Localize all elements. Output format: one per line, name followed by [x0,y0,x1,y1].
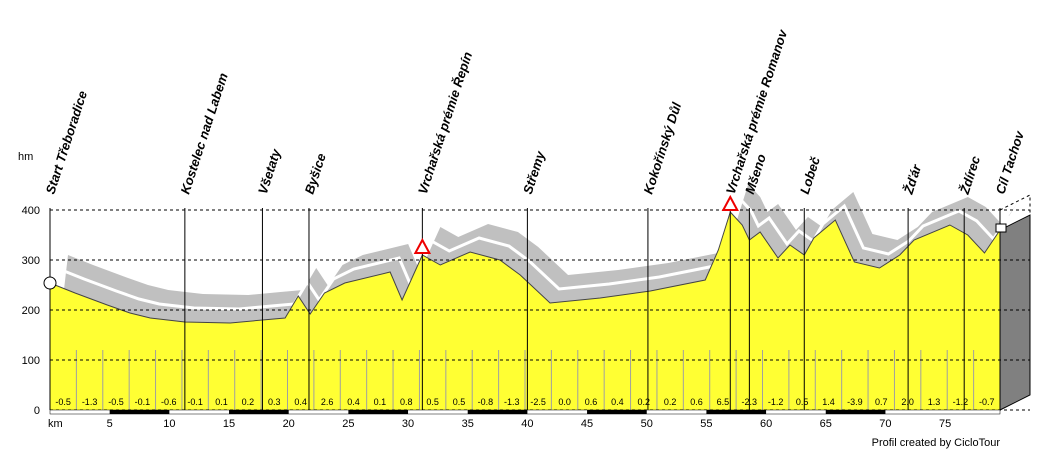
gradient-label: -0.1 [187,397,203,407]
gradient-label: 0.4 [347,397,360,407]
y-tick-label: 400 [22,205,40,217]
gradient-label: -0.5 [55,397,71,407]
gradient-label: 0.1 [215,397,228,407]
x-tick-label: 30 [402,418,414,430]
gradient-label: 0.3 [268,397,281,407]
gradient-label: -3.9 [847,397,863,407]
waypoint-label: Ždírec [956,153,983,196]
x-tick-label: 50 [641,418,653,430]
x-tick-label: 25 [342,418,354,430]
x-axis-label: km [48,418,63,430]
y-tick-label: 100 [22,355,40,367]
gradient-label: -0.7 [979,397,995,407]
waypoint-label: Žďár [900,162,924,197]
x-tick-label: 45 [581,418,593,430]
x-tick-label: 5 [107,418,113,430]
waypoint-label: Všetaty [255,147,284,196]
gradient-label: 0.4 [294,397,307,407]
gradient-label: -1.3 [82,397,98,407]
gradient-label: -1.2 [953,397,969,407]
footer: Profil created by CicloTour [872,437,1001,449]
gradient-label: 0.2 [242,397,255,407]
waypoint-label: Střemy [520,149,548,196]
gradient-label: -0.5 [108,397,124,407]
gradient-label: 0.8 [400,397,413,407]
x-axis-band [825,410,886,414]
x-axis-band [587,410,647,414]
gradient-label: 0.5 [453,397,466,407]
gradient-label: 0.2 [637,397,650,407]
waypoint-label: Kokořínský Důl [641,100,685,196]
gradient-label: 1.3 [928,397,941,407]
climb-icon [413,237,432,254]
x-tick-label: 55 [700,418,712,430]
start-icon [43,276,57,290]
x-axis-band [109,410,170,414]
side-top [999,194,1031,215]
waypoint-label: Cíl Tachov [993,128,1028,195]
x-axis-band [229,410,289,414]
x-tick-label: 15 [223,418,235,430]
side-block [999,214,1031,411]
gradient-label: 6.5 [717,397,730,407]
x-tick-label: 35 [462,418,474,430]
shadow-highlight [58,195,1011,311]
shadow-band [50,184,1018,410]
x-axis-band [348,410,409,414]
gradient-label: -0.6 [161,397,177,407]
waypoint-label: Start Třeboradice [43,89,91,196]
gradient-label: 0.2 [664,397,677,407]
x-axis-band [706,410,767,414]
y-tick-label: 200 [22,305,40,317]
gradient-label: -1.3 [504,397,520,407]
x-tick-label: 65 [820,418,832,430]
gradient-label: 0.4 [611,397,624,407]
finish-icon [995,223,1007,233]
waypoint-label: Lobeč [797,154,823,196]
x-tick-label: 40 [521,418,533,430]
gradient-label: 1.4 [822,397,835,407]
gradient-label: 0.6 [690,397,703,407]
gradient-label: 2.6 [321,397,334,407]
gradient-label: 0.6 [585,397,598,407]
x-axis-band [467,410,528,414]
waypoint-label: Byšice [302,151,329,196]
waypoint-label: Vrchařská prémie Řepín [415,50,475,196]
y-tick-label: 300 [22,255,40,267]
gradient-label: -0.1 [135,397,151,407]
x-tick-label: 70 [879,418,891,430]
gradient-label: 0.7 [875,397,888,407]
gradient-label: -2.5 [530,397,546,407]
gradient-label: 0.0 [558,397,571,407]
gradient-label: 0.1 [374,397,387,407]
x-tick-label: 60 [760,418,772,430]
gradient-label: -1.2 [768,397,784,407]
climb-icon [721,194,739,211]
gradient-label: -0.8 [478,397,494,407]
gradient-label: 0.5 [426,397,439,407]
gradient-label: 0.5 [796,397,809,407]
x-tick-label: 20 [283,418,295,430]
y-tick-label: 0 [34,405,40,417]
x-tick-label: 10 [163,418,175,430]
x-tick-label: 75 [939,418,951,430]
waypoint-label: Kostelec nad Labem [177,71,230,196]
elevation-line [49,211,1001,324]
y-axis-label: hm [18,151,33,163]
